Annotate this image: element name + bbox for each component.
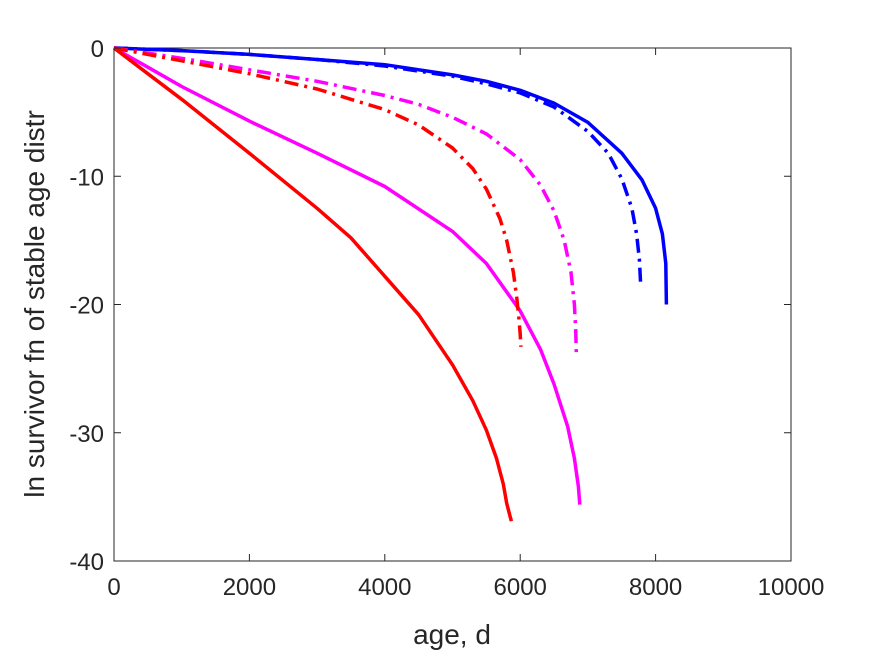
- x-tick-label: 0: [107, 574, 120, 601]
- x-axis-label: age, d: [413, 619, 491, 650]
- x-tick-label: 4000: [358, 574, 411, 601]
- y-tick-label: -20: [69, 293, 104, 320]
- x-tick-label: 2000: [223, 574, 276, 601]
- y-tick-label: -10: [69, 164, 104, 191]
- series-layer: [112, 46, 669, 522]
- series-red-solid-line: [112, 46, 514, 522]
- y-tick-label: -40: [69, 549, 104, 576]
- y-axis-label: ln survivor fn of stable age distr: [19, 110, 50, 498]
- x-tick-label: 8000: [629, 574, 682, 601]
- y-tick-label: -30: [69, 421, 104, 448]
- y-tick-label: 0: [91, 36, 104, 63]
- series-blue-solid-line: [113, 46, 669, 305]
- x-tick-label: 6000: [494, 574, 547, 601]
- tick-layer: 0 2000 4000 6000 8000 10000 0 -10 -20 -30 -40: [69, 36, 824, 601]
- series-blue-dashdot-line: [113, 46, 643, 286]
- x-tick-label: 10000: [758, 574, 825, 601]
- series-red-dashdot-line: [113, 46, 523, 347]
- series-magenta-solid-line: [113, 46, 582, 505]
